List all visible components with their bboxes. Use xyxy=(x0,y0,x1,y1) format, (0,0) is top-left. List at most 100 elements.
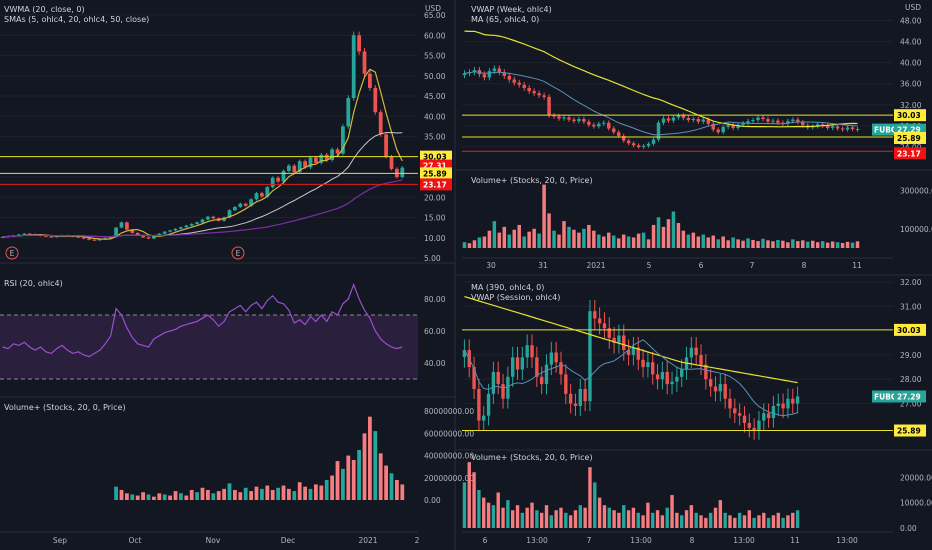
price-tag: 30.03 xyxy=(897,111,921,120)
volume-tick-label: 0.00 xyxy=(424,496,441,505)
hourly-volume-bar xyxy=(522,236,526,248)
intraday-candle xyxy=(544,364,549,385)
daily-volume-bar xyxy=(157,493,162,500)
intraday-candle xyxy=(713,386,718,392)
y-tick-label: 55.00 xyxy=(424,52,446,61)
intraday-volume-bar xyxy=(597,497,602,528)
sma50-line xyxy=(2,179,403,238)
hourly-volume-bar xyxy=(840,243,845,248)
intraday-volume-bar xyxy=(733,517,737,528)
daily-candle xyxy=(206,216,210,220)
intraday-volume-bar xyxy=(530,502,534,528)
hourly-volume-bar xyxy=(487,230,492,248)
hourly-candle xyxy=(482,74,487,78)
daily-candle xyxy=(341,126,345,154)
indicator-label: VWAP (Session, ohlc4) xyxy=(471,293,560,302)
x-tick-label: 13:00 xyxy=(836,536,858,545)
x-tick-label: 6 xyxy=(699,261,704,270)
daily-volume-bar xyxy=(292,491,297,500)
volume-tick-label: 20000000.00 xyxy=(424,474,474,483)
price-tag: 23.17 xyxy=(423,180,447,189)
daily-candle xyxy=(303,161,307,168)
intraday-candle xyxy=(718,384,723,392)
daily-volume-bar xyxy=(146,494,151,500)
daily-volume-bar xyxy=(130,494,135,500)
intraday-volume-bar xyxy=(520,512,525,528)
intraday-volume-bar xyxy=(549,515,554,528)
earnings-marker-label: E xyxy=(236,249,241,258)
intraday-candle xyxy=(660,371,665,380)
hourly-volume-bar xyxy=(472,240,477,248)
daily-candle xyxy=(141,235,145,238)
intraday-candle xyxy=(486,393,491,416)
daily-candle xyxy=(346,98,351,127)
daily-volume-bar xyxy=(314,484,318,500)
daily-volume-bar xyxy=(357,450,361,500)
y-tick-label: 40.00 xyxy=(424,112,446,121)
hourly-candle xyxy=(492,68,497,72)
daily-candle xyxy=(146,237,151,239)
intraday-candle xyxy=(704,364,708,380)
intraday-candle xyxy=(612,337,616,343)
intraday-candle xyxy=(776,403,780,406)
intraday-volume-bar xyxy=(593,482,597,528)
hourly-volume-bar xyxy=(646,239,651,248)
hourly-volume-bar xyxy=(631,237,636,248)
daily-candle xyxy=(389,156,394,169)
intraday-volume-bar xyxy=(694,512,698,528)
hourly-volume-bar xyxy=(776,239,780,248)
daily-volume-bar xyxy=(276,487,280,500)
intraday-volume-bar xyxy=(641,515,645,528)
intraday-candle xyxy=(675,376,679,382)
hourly-candle xyxy=(631,143,636,146)
intraday-volume-bar xyxy=(564,512,568,528)
daily-volume-bar xyxy=(162,494,167,500)
hourly-volume-bar xyxy=(507,234,512,248)
hourly-volume-bar xyxy=(557,234,561,248)
hourly-volume-bar xyxy=(592,230,596,248)
ma65-line xyxy=(464,30,858,128)
daily-candle xyxy=(276,177,280,182)
daily-volume-bar xyxy=(373,431,378,500)
hourly-candle xyxy=(761,117,765,120)
daily-volume-bar xyxy=(152,496,156,500)
daily-candle xyxy=(168,230,172,232)
hourly-candle xyxy=(756,117,760,121)
hourly-volume-bar xyxy=(741,240,745,248)
vwap-week-line xyxy=(464,71,858,136)
intraday-volume-bar xyxy=(612,510,616,528)
hourly-volume-bar xyxy=(761,238,765,248)
intraday-volume-bar xyxy=(544,505,549,528)
intraday-volume-bar xyxy=(699,515,703,528)
intraday-volume-bar xyxy=(462,482,467,528)
daily-volume-bar xyxy=(179,493,183,500)
hourly-volume-bar xyxy=(477,237,482,248)
hourly-volume-bar xyxy=(671,211,676,248)
x-tick-label: 5 xyxy=(647,261,652,270)
hourly-candle xyxy=(766,119,770,122)
hourly-volume-bar xyxy=(597,234,601,248)
intraday-candle xyxy=(520,357,525,370)
indicator-label: MA (65, ohlc4, 0) xyxy=(471,15,539,24)
y-tick-label: 15.00 xyxy=(424,214,446,223)
price-tag-bg xyxy=(894,323,926,336)
daily-volume-bar xyxy=(173,491,178,500)
intraday-volume-bar xyxy=(482,497,486,528)
hourly-volume-bar xyxy=(467,243,472,248)
daily-candle xyxy=(292,165,297,173)
hourly-candle xyxy=(641,145,646,147)
intraday-volume-bar xyxy=(757,515,761,528)
hourly-candle xyxy=(691,119,696,121)
hourly-volume-bar xyxy=(796,241,800,248)
rsi-tick-label: 80.00 xyxy=(424,295,446,304)
intraday-volume-bar xyxy=(467,462,471,528)
daily-volume-bar xyxy=(249,491,253,500)
daily-volume-bar xyxy=(378,453,383,500)
y-tick-label: 27.00 xyxy=(900,400,922,409)
daily-volume-bar xyxy=(168,495,172,500)
intraday-volume-bar xyxy=(776,512,780,528)
price-tag: 30.03 xyxy=(423,153,447,162)
intraday-candle xyxy=(762,413,766,421)
hourly-candle xyxy=(537,93,541,96)
